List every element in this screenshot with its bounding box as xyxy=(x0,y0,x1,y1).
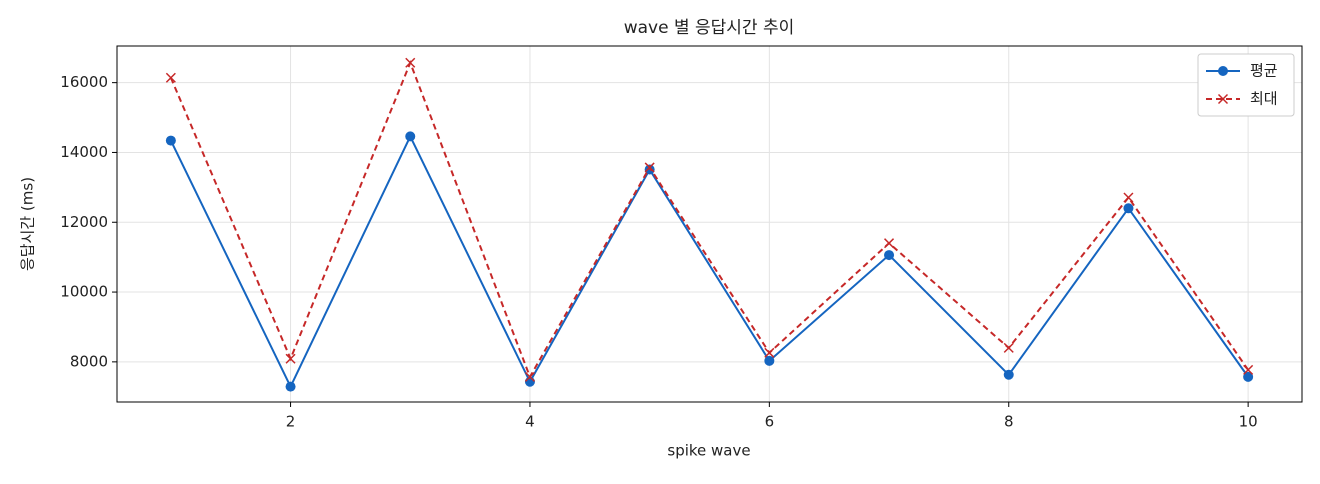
x-tick-label: 6 xyxy=(765,413,775,431)
marker xyxy=(644,164,655,175)
marker xyxy=(165,135,176,146)
legend-box xyxy=(1197,53,1295,117)
marker-x xyxy=(644,162,655,173)
marker-x xyxy=(405,57,416,68)
marker-x xyxy=(884,238,895,249)
series-line xyxy=(169,60,1249,380)
marker-x xyxy=(764,347,775,358)
y-tick-label: 16000 xyxy=(60,73,108,91)
legend-label: 평균 xyxy=(1250,62,1278,80)
marker-x xyxy=(1003,342,1014,353)
y-axis-label: 응답시간 (ms) xyxy=(19,177,37,271)
marker xyxy=(1123,203,1134,214)
marker xyxy=(1217,93,1229,105)
marker xyxy=(524,371,535,382)
x-tick-label: 10 xyxy=(1239,413,1258,431)
marker xyxy=(764,347,775,358)
y-tick-label: 14000 xyxy=(60,143,108,161)
marker xyxy=(405,57,416,68)
marker xyxy=(165,72,176,83)
marker xyxy=(1003,342,1014,353)
marker-x xyxy=(165,72,176,83)
x-axis-label: spike wave xyxy=(667,442,750,460)
y-tick-label: 12000 xyxy=(60,213,108,231)
marker xyxy=(764,355,775,366)
plot-frame xyxy=(116,45,1303,403)
marker xyxy=(644,162,655,173)
marker-x xyxy=(285,353,296,364)
marker xyxy=(1003,369,1014,380)
legend-label: 최대 xyxy=(1250,90,1278,108)
y-tick-label: 10000 xyxy=(60,283,108,301)
marker xyxy=(405,131,416,142)
marker xyxy=(285,381,296,392)
series-line xyxy=(169,134,1249,389)
marker xyxy=(1218,66,1228,76)
marker xyxy=(884,238,895,249)
marker-x xyxy=(1123,192,1134,203)
marker xyxy=(1243,371,1254,382)
marker xyxy=(1243,364,1254,375)
marker xyxy=(884,250,895,261)
x-tick-label: 8 xyxy=(1004,413,1014,431)
y-tick-label: 8000 xyxy=(70,352,108,370)
marker-x xyxy=(1217,93,1229,105)
chart-title: wave 별 응답시간 추이 xyxy=(624,18,795,38)
marker-x xyxy=(524,371,535,382)
x-tick-label: 4 xyxy=(525,413,535,431)
marker xyxy=(285,353,296,364)
marker xyxy=(1123,192,1134,203)
x-tick-label: 2 xyxy=(286,413,296,431)
marker-x xyxy=(1243,364,1254,375)
